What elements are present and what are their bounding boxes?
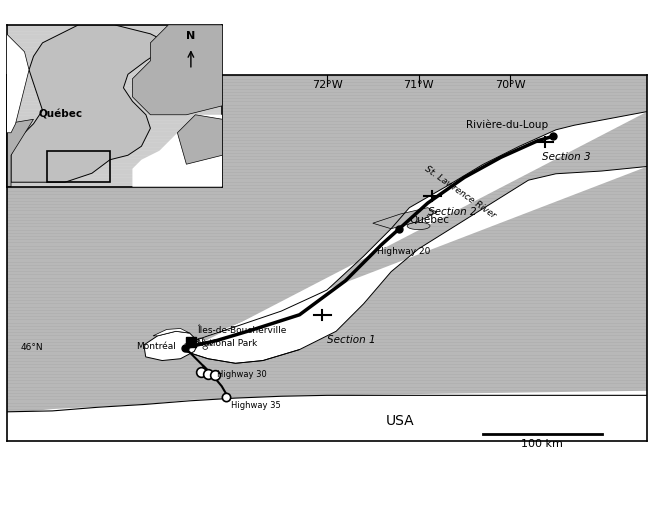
Text: Section 3: Section 3: [542, 152, 591, 163]
Ellipse shape: [207, 341, 213, 345]
Text: 100 km: 100 km: [521, 439, 563, 449]
Polygon shape: [7, 391, 647, 441]
Text: Section 2: Section 2: [428, 207, 476, 217]
Polygon shape: [144, 331, 199, 361]
Text: USA: USA: [386, 414, 415, 428]
Polygon shape: [0, 25, 29, 133]
Text: National Park: National Park: [197, 340, 257, 348]
Bar: [47, 151, 110, 182]
Polygon shape: [153, 329, 190, 336]
Text: Montréal: Montréal: [136, 342, 176, 351]
Text: N: N: [186, 31, 196, 41]
Polygon shape: [185, 111, 647, 363]
Text: Section 1: Section 1: [327, 335, 375, 345]
Ellipse shape: [197, 338, 204, 343]
Text: Rivière-du-Loup: Rivière-du-Loup: [466, 119, 549, 130]
Polygon shape: [132, 115, 222, 187]
Polygon shape: [7, 119, 33, 187]
Ellipse shape: [203, 346, 207, 349]
Text: 71°W: 71°W: [404, 80, 434, 90]
Polygon shape: [132, 25, 222, 115]
Text: Highway 30: Highway 30: [217, 369, 267, 379]
Text: Îles-de-Boucherville: Îles-de-Boucherville: [197, 326, 286, 335]
Ellipse shape: [407, 222, 430, 230]
Polygon shape: [177, 115, 249, 164]
Polygon shape: [11, 25, 168, 182]
Text: 72°W: 72°W: [311, 80, 343, 90]
Text: Highway 35: Highway 35: [231, 401, 281, 410]
Text: 46°N: 46°N: [20, 343, 43, 352]
Text: St. Lawrence River: St. Lawrence River: [422, 164, 497, 220]
Polygon shape: [373, 207, 437, 229]
Text: Québec: Québec: [39, 110, 82, 120]
Text: Québec: Québec: [409, 215, 449, 225]
Text: 70°W: 70°W: [495, 80, 525, 90]
Text: Highway 20: Highway 20: [377, 247, 431, 256]
